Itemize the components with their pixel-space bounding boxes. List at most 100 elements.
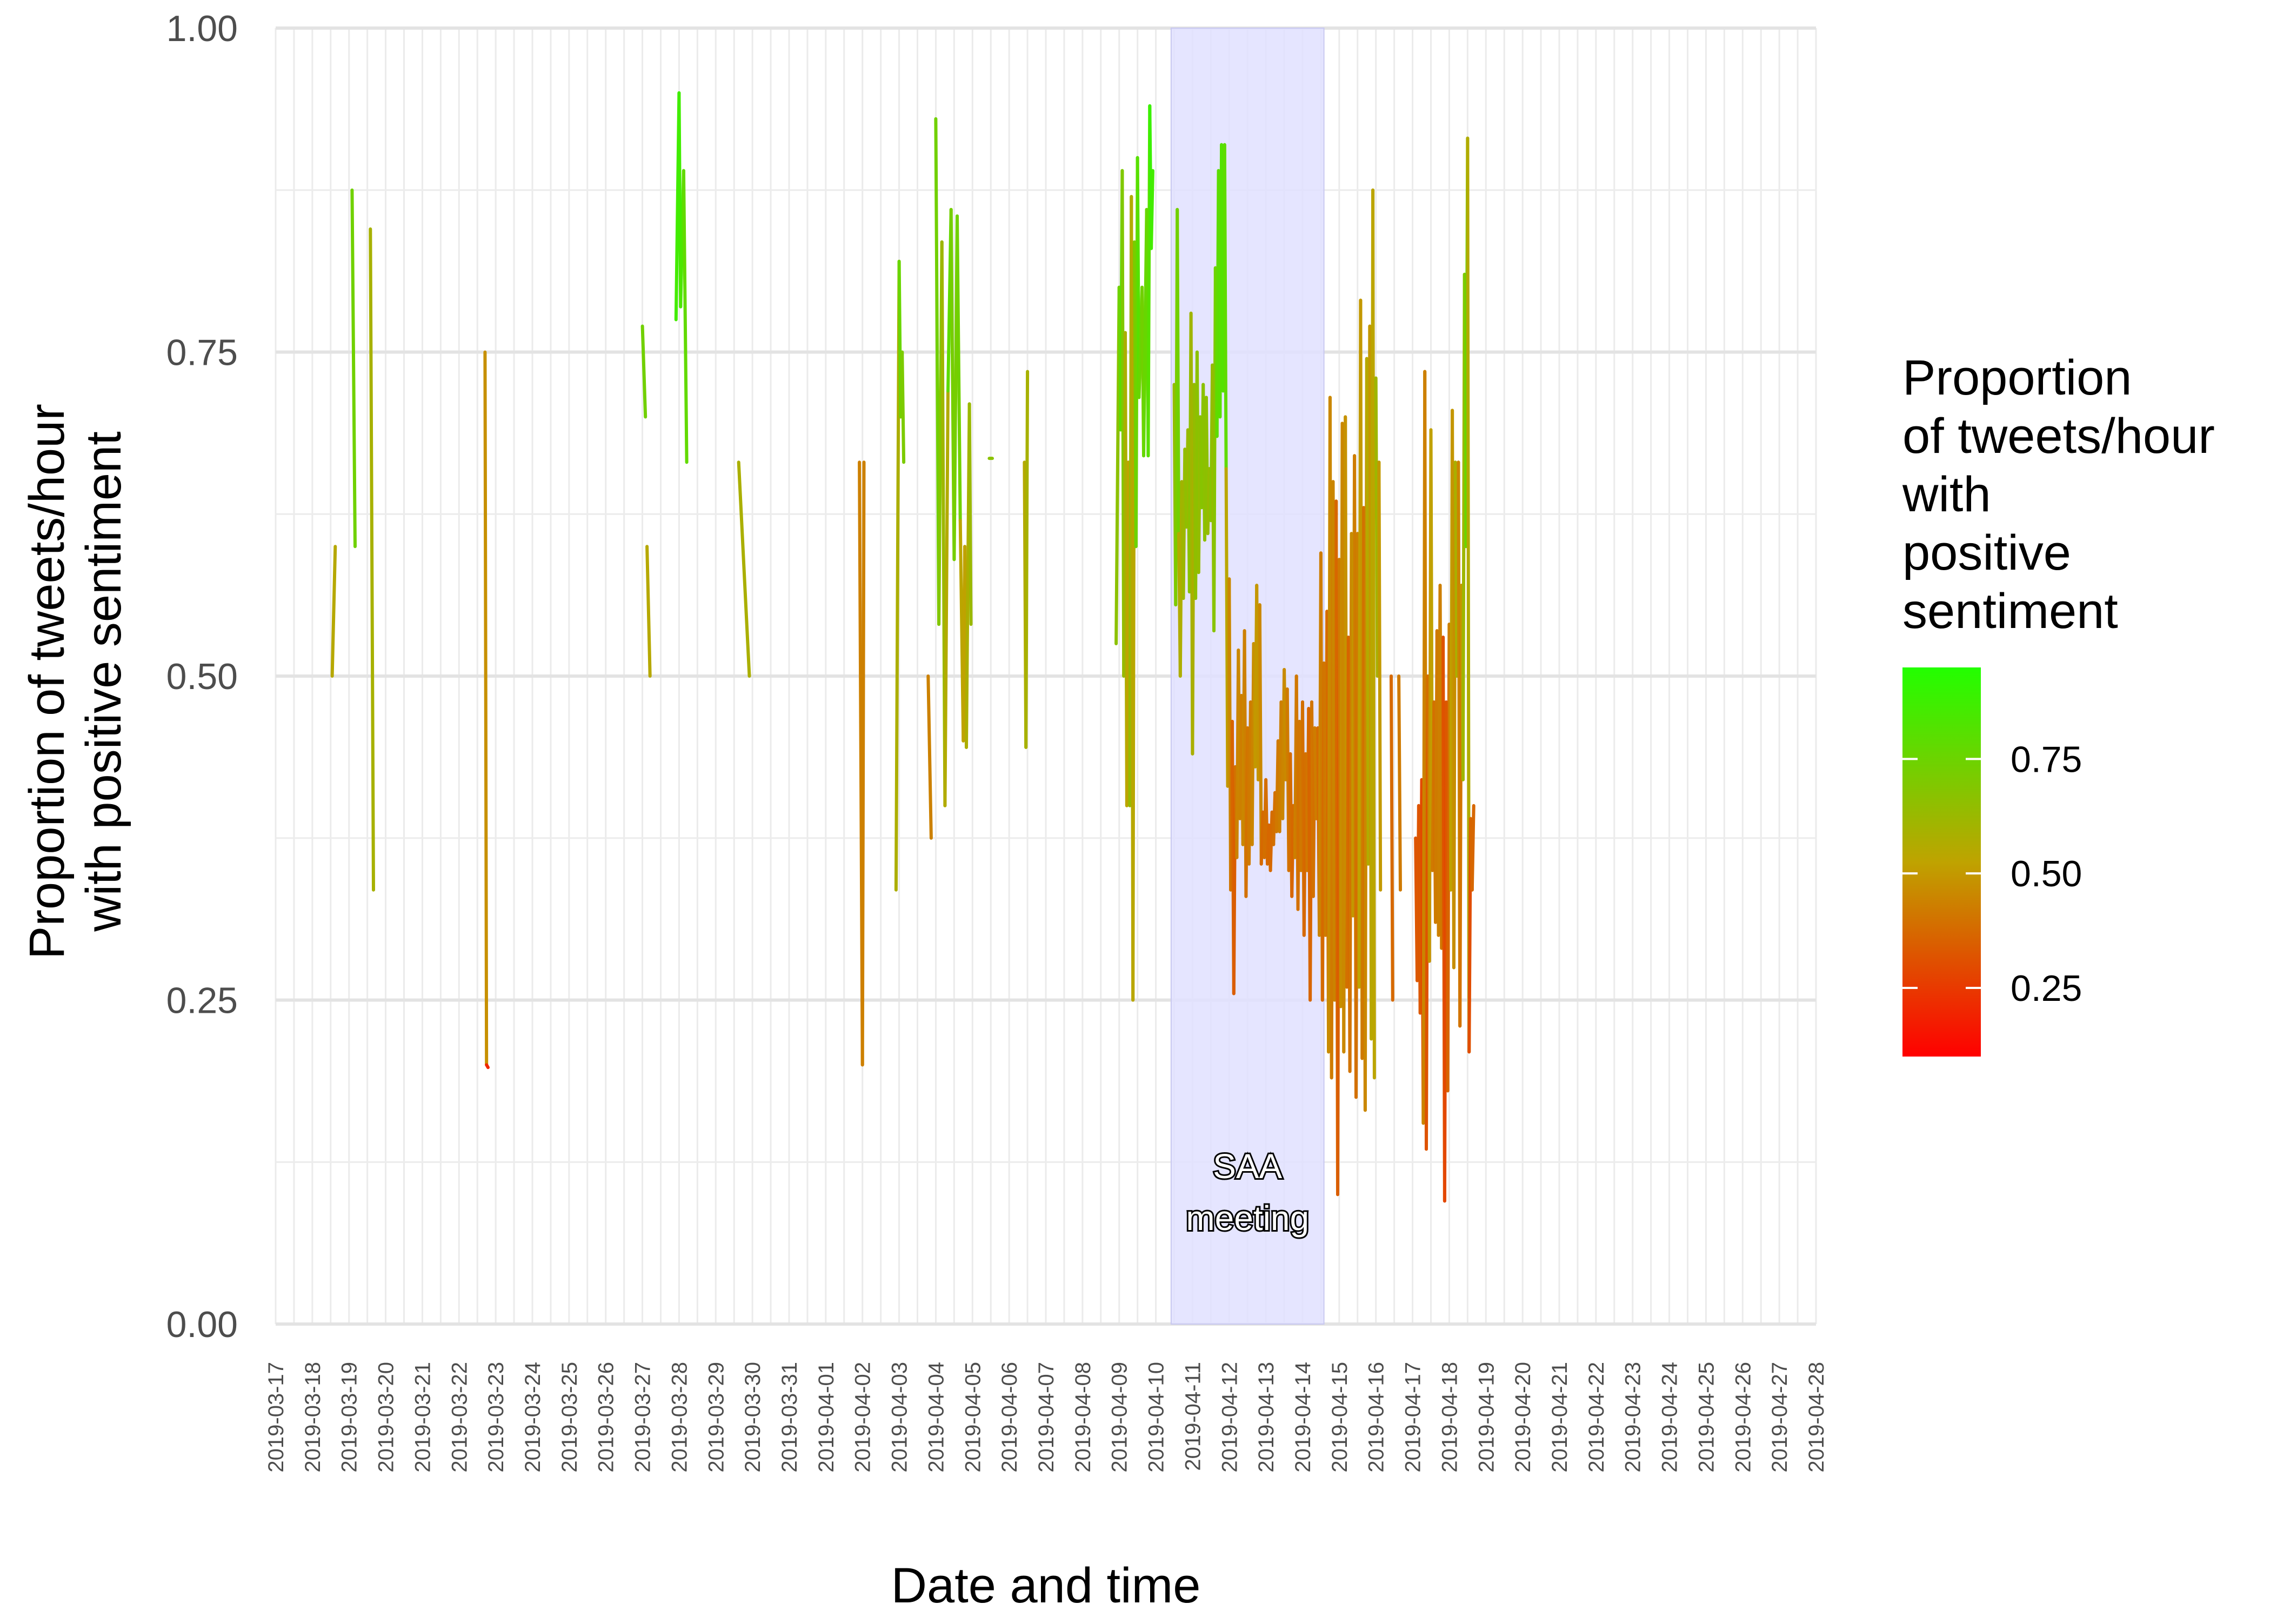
series-segment (926, 674, 933, 840)
series-line (858, 460, 866, 1067)
series-segment (737, 460, 751, 678)
series-segment (1024, 370, 1030, 749)
x-tick-label: 2019-03-28 (667, 1362, 691, 1473)
series-segment (943, 389, 950, 807)
legend-tick-label: 0.25 (2011, 968, 2082, 1009)
x-tick-label: 2019-04-21 (1548, 1362, 1572, 1473)
series-segment (900, 350, 906, 464)
series-line (926, 674, 933, 840)
x-tick-label: 2019-04-20 (1511, 1362, 1535, 1473)
x-tick-label: 2019-04-26 (1731, 1362, 1755, 1473)
series-line (737, 460, 751, 678)
y-axis-title: Proportion of tweets/hour (19, 404, 75, 959)
x-tick-label: 2019-04-10 (1145, 1362, 1169, 1473)
series-segment (1390, 674, 1394, 1002)
x-tick-label: 2019-04-12 (1218, 1362, 1241, 1473)
x-tick-label: 2019-04-24 (1658, 1362, 1682, 1473)
series-line (1397, 674, 1402, 892)
series-line (640, 324, 647, 419)
x-tick-label: 2019-04-17 (1401, 1362, 1425, 1473)
legend-colorbar (1902, 667, 1981, 1057)
x-tick-label: 2019-04-16 (1365, 1362, 1388, 1473)
series-line (1414, 136, 1476, 1203)
annotation-band (1170, 28, 1325, 1325)
legend-title: with (1902, 467, 1991, 522)
x-tick-label: 2019-04-09 (1108, 1362, 1132, 1473)
series-line (483, 350, 490, 1070)
x-tick-label: 2019-04-25 (1694, 1362, 1718, 1473)
x-tick-label: 2019-04-07 (1034, 1362, 1058, 1473)
series-segment (485, 1063, 490, 1070)
x-tick-label: 2019-04-22 (1585, 1362, 1608, 1473)
x-tick-label: 2019-03-23 (484, 1362, 508, 1473)
legend-title: positive (1902, 525, 2071, 580)
y-tick-label: 1.00 (166, 8, 238, 49)
x-tick-label: 2019-04-28 (1805, 1362, 1828, 1473)
series-segment (1470, 804, 1476, 892)
x-tick-label: 2019-04-08 (1071, 1362, 1095, 1473)
grid (275, 26, 1817, 1326)
saa-meeting-band (1170, 28, 1325, 1325)
x-tick-label: 2019-03-24 (521, 1362, 545, 1473)
x-tick-label: 2019-04-14 (1291, 1362, 1315, 1473)
series-segment (1371, 188, 1376, 1080)
annotation-text: meeting (1186, 1199, 1309, 1238)
x-tick-label: 2019-04-15 (1328, 1362, 1352, 1473)
x-tick-label: 2019-03-17 (264, 1362, 288, 1473)
axes: 0.00 0.25 0.50 0.75 1.00 2019-03-17 2019-03-18… (19, 8, 1828, 1613)
x-tick-label: 2019-03-22 (448, 1362, 471, 1473)
x-tick-label: 2019-04-27 (1768, 1362, 1792, 1473)
series-line (1114, 104, 1154, 1002)
y-tick-label: 0.00 (166, 1304, 238, 1345)
x-tick-label: 2019-04-04 (924, 1362, 948, 1473)
series-line (645, 545, 652, 678)
annotation-text: SAA (1213, 1147, 1282, 1186)
series-segment (369, 227, 375, 892)
x-tick-label: 2019-04-13 (1254, 1362, 1278, 1473)
series-line (1374, 376, 1383, 892)
x-tick-label: 2019-03-31 (778, 1362, 802, 1473)
series-segment (1150, 169, 1154, 250)
legend-title: sentiment (1902, 584, 2118, 639)
series-segment (640, 324, 647, 419)
x-tick-label: 2019-04-18 (1438, 1362, 1461, 1473)
legend-title: Proportion (1902, 350, 2132, 405)
legend-tick-label: 0.75 (2011, 739, 2082, 780)
series-line (350, 188, 357, 549)
series-segment (1176, 208, 1180, 536)
x-tick-label: 2019-04-23 (1621, 1362, 1645, 1473)
annotation-label: SAA meeting (1184, 1145, 1311, 1239)
series-segment (483, 350, 489, 1067)
x-tick-label: 2019-04-02 (851, 1362, 875, 1473)
series-segment (1223, 143, 1228, 471)
x-tick-label: 2019-03-27 (631, 1362, 655, 1473)
series-line (934, 117, 973, 807)
x-tick-label: 2019-03-30 (741, 1362, 765, 1473)
y-tick-label: 0.25 (166, 980, 238, 1021)
legend-tick-label: 0.50 (2011, 853, 2082, 894)
series-segment (645, 545, 652, 678)
series-segment (330, 545, 337, 678)
x-tick-label: 2019-03-20 (375, 1362, 398, 1473)
x-tick-label: 2019-03-25 (558, 1362, 582, 1473)
series-segment (682, 169, 689, 464)
x-tick-label: 2019-04-01 (814, 1362, 838, 1473)
series-lines (330, 91, 1476, 1203)
series-segment (350, 188, 357, 549)
x-tick-label: 2019-04-05 (961, 1362, 985, 1473)
x-tick-label: 2019-04-03 (888, 1362, 912, 1473)
y-axis-title: with positive sentiment (76, 431, 131, 932)
series-line (1390, 674, 1394, 1002)
series-segment (967, 402, 973, 626)
x-tick-label: 2019-03-19 (338, 1362, 362, 1473)
x-tick-label: 2019-04-19 (1474, 1362, 1498, 1473)
series-segment (956, 214, 962, 523)
series-line (674, 91, 689, 464)
series-line (330, 545, 337, 678)
series-line (894, 259, 906, 892)
series-segment (1397, 674, 1402, 892)
series-line (1172, 143, 1376, 1197)
